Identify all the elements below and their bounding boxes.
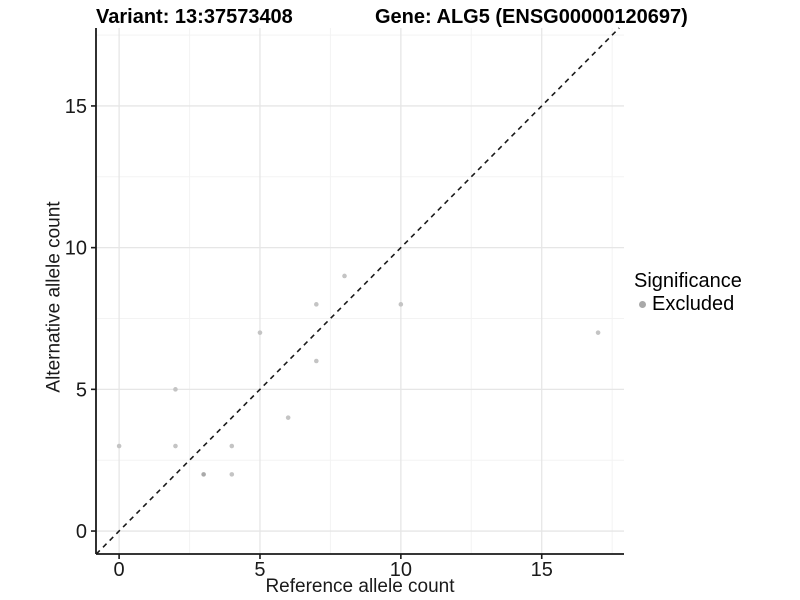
legend-title: Significance: [634, 270, 742, 292]
y-tick-label: 5: [76, 379, 87, 401]
data-point: [116, 443, 122, 449]
y-axis-title: Alternative allele count: [43, 201, 65, 393]
data-point: [173, 387, 178, 392]
data-point: [342, 273, 347, 279]
data-point: [229, 443, 235, 449]
plot-title-gene: Gene: ALG5 (ENSG00000120697): [375, 6, 688, 28]
data-point: [257, 330, 263, 335]
y-tick-label: 0: [76, 521, 87, 543]
data-point: [285, 415, 291, 420]
data-point: [314, 302, 319, 307]
data-point: [595, 330, 601, 335]
x-tick-label: 15: [531, 559, 553, 581]
legend-item: Excluded: [634, 294, 742, 314]
y-tick-label: 15: [65, 96, 87, 118]
y-tick-label: 10: [65, 238, 87, 260]
x-tick-label: 10: [390, 559, 412, 581]
data-point: [229, 472, 235, 477]
legend: Significance Excluded: [634, 271, 742, 314]
data-point: [173, 443, 178, 449]
data-point: [398, 302, 404, 307]
data-point: [314, 358, 319, 364]
legend-item-label: Excluded: [652, 293, 735, 315]
x-tick-label: 0: [114, 559, 125, 581]
identity-line: [95, 27, 620, 555]
x-tick-label: 5: [254, 559, 265, 581]
data-point: [201, 472, 206, 477]
legend-key-dot-icon: [639, 300, 646, 308]
plot-title-variant: Variant: 13:37573408: [96, 6, 293, 28]
x-axis-title: Reference allele count: [265, 576, 455, 597]
legend-items: Excluded: [634, 294, 742, 314]
